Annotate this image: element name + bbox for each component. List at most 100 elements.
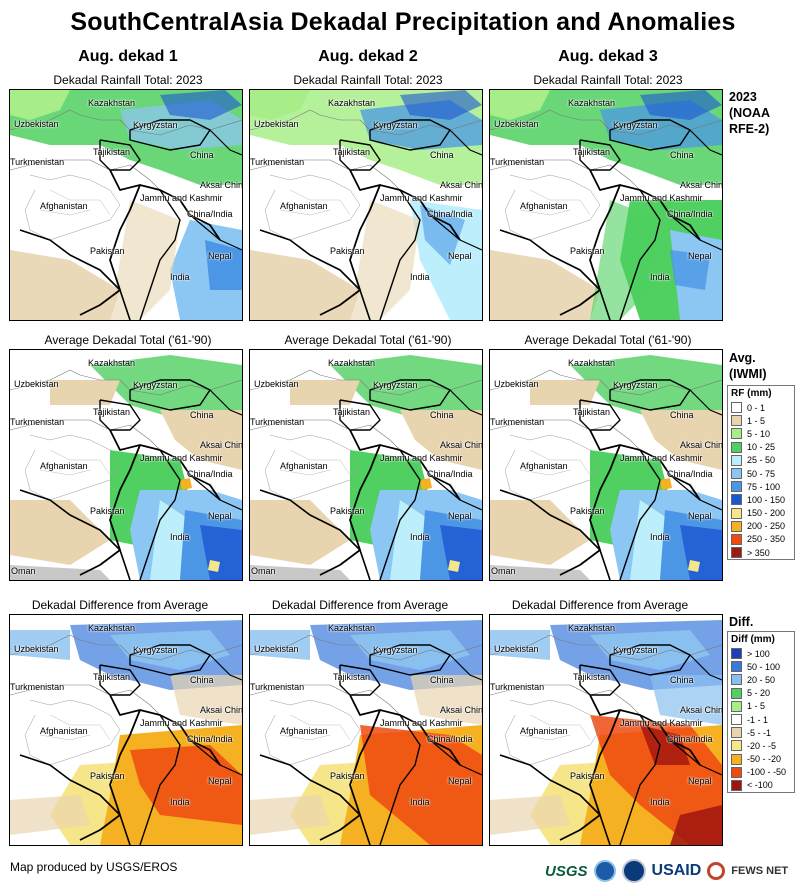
map-label-pakistan: Pakistan — [570, 771, 605, 781]
legend-swatch — [731, 727, 742, 739]
map-shading — [250, 620, 482, 845]
subtitle-average-1: Average Dekadal Total ('61-'90) — [44, 333, 212, 347]
map-label-india: India — [170, 532, 190, 542]
legend-item: -20 - -5 — [728, 739, 794, 752]
map-label-nepal: Nepal — [688, 251, 712, 261]
map-label-uzbekistan: Uzbekistan — [494, 644, 539, 654]
map-label-kyrgyzstan: Kyrgyzstan — [373, 120, 418, 130]
map-shading — [250, 90, 482, 320]
map-label-india: India — [410, 797, 430, 807]
map-label-tajikistan: Tajikistan — [573, 407, 611, 417]
map-label-jammu-and-kashmir: Jammu and Kashmir — [140, 453, 223, 463]
map-label-aksai-chin: Aksai Chin — [440, 440, 483, 450]
map-label-tajikistan: Tajikistan — [93, 147, 131, 157]
legend-swatch — [731, 648, 742, 660]
map-label-turkmenistan: Turkmenistan — [490, 157, 545, 167]
average-map-dekad-2: Kazakhstan Uzbekistan Kyrgyzstan Tajikistan… — [249, 349, 483, 581]
map-label-jammu-and-kashmir: Jammu and Kashmir — [380, 718, 463, 728]
subtitle-average-2: Average Dekadal Total ('61-'90) — [284, 333, 452, 347]
map-label-turkmenistan: Turkmenistan — [490, 682, 545, 692]
legend-swatch — [731, 454, 742, 466]
map-label-china-india: China/India — [427, 209, 473, 219]
legend-label: 1 - 5 — [747, 701, 766, 712]
map-label-china-india: China/India — [427, 734, 473, 744]
legend-label: 250 - 350 — [747, 534, 786, 545]
legend-item: 0 - 1 — [728, 401, 794, 414]
map-label-nepal: Nepal — [208, 776, 232, 786]
map-label-afghanistan: Afghanistan — [280, 726, 328, 736]
map-label-nepal: Nepal — [448, 251, 472, 261]
subtitle-rainfall-3: Dekadal Rainfall Total: 2023 — [533, 73, 683, 87]
map-label-aksai-chin: Aksai Chin — [680, 705, 723, 715]
map-label-nepal: Nepal — [208, 511, 232, 521]
map-label-aksai-chin: Aksai Chin — [440, 705, 483, 715]
map-label-turkmenistan: Turkmenistan — [10, 157, 65, 167]
legend-item: 50 - 75 — [728, 467, 794, 480]
map-label-nepal: Nepal — [448, 511, 472, 521]
map-label-jammu-and-kashmir: Jammu and Kashmir — [140, 193, 223, 203]
fews-net-logo: FEWS NET — [731, 865, 789, 877]
map-label-pakistan: Pakistan — [90, 506, 125, 516]
map-label-china: China — [430, 675, 454, 685]
legend-label: 5 - 20 — [747, 688, 771, 699]
legend-label: 200 - 250 — [747, 521, 786, 532]
map-label-china: China — [670, 150, 694, 160]
map-label-india: India — [170, 272, 190, 282]
legend-item: -1 - 1 — [728, 713, 794, 726]
map-label-afghanistan: Afghanistan — [40, 201, 88, 211]
legend-item: 250 - 350 — [728, 533, 794, 546]
side-title-rainfall: 2023 (NOAA RFE-2) — [729, 90, 770, 136]
map-shading — [250, 355, 482, 580]
map-shading — [490, 620, 722, 845]
legend-swatch — [731, 520, 742, 532]
map-label-pakistan: Pakistan — [90, 771, 125, 781]
legend-item: 25 - 50 — [728, 454, 794, 467]
map-label-jammu-and-kashmir: Jammu and Kashmir — [380, 453, 463, 463]
usaid-logo: USAID — [651, 862, 702, 879]
side-title-average: Avg. (IWMI) — [729, 351, 767, 381]
legend-item: 20 - 50 — [728, 673, 794, 686]
average-map-dekad-3: Kazakhstan Uzbekistan Kyrgyzstan Tajikistan… — [489, 349, 723, 581]
map-shading — [10, 90, 242, 320]
legend-label: 50 - 75 — [747, 468, 776, 479]
map-label-afghanistan: Afghanistan — [520, 726, 568, 736]
map-label-kazakhstan: Kazakhstan — [568, 358, 616, 368]
map-label-tajikistan: Tajikistan — [573, 147, 611, 157]
subtitle-difference-1: Dekadal Difference from Average — [31, 598, 209, 612]
map-label-tajikistan: Tajikistan — [573, 672, 611, 682]
map-label-oman: Oman — [11, 566, 36, 576]
legend-item: 10 - 25 — [728, 441, 794, 454]
legend-item: 1 - 5 — [728, 414, 794, 427]
column-heading-dekad-1: Aug. dekad 1 — [78, 48, 178, 65]
subtitle-rainfall-2: Dekadal Rainfall Total: 2023 — [293, 73, 443, 87]
legend-label: 1 - 5 — [747, 415, 766, 426]
usgs-logo: USGS — [545, 862, 588, 880]
rainfall-map-dekad-3: Kazakhstan Uzbekistan Kyrgyzstan Tajikistan… — [489, 89, 723, 321]
noaa-logo-icon — [593, 860, 616, 882]
map-label-tajikistan: Tajikistan — [333, 407, 371, 417]
map-label-kazakhstan: Kazakhstan — [568, 623, 616, 633]
legend-label: > 350 — [747, 547, 770, 558]
map-label-china-india: China/India — [427, 469, 473, 479]
map-label-india: India — [650, 532, 670, 542]
legend-label: 10 - 25 — [747, 442, 776, 453]
legend-label: 20 - 50 — [747, 674, 776, 685]
map-label-china-india: China/India — [667, 734, 713, 744]
legend-label: 150 - 200 — [747, 508, 786, 519]
legend-item: -5 - -1 — [728, 726, 794, 739]
legend-swatch — [731, 687, 742, 699]
map-label-kyrgyzstan: Kyrgyzstan — [133, 645, 178, 655]
legend-item: 1 - 5 — [728, 700, 794, 713]
map-label-afghanistan: Afghanistan — [280, 201, 328, 211]
legend-item: > 350 — [728, 546, 794, 559]
legend-swatch — [731, 779, 742, 791]
map-label-pakistan: Pakistan — [570, 506, 605, 516]
map-label-india: India — [650, 272, 670, 282]
legend-item: -50 - -20 — [728, 753, 794, 766]
map-label-pakistan: Pakistan — [330, 771, 365, 781]
legend-label: -1 - 1 — [747, 714, 769, 725]
subtitle-difference-3: Dekadal Difference from Average — [511, 598, 689, 612]
map-label-kazakhstan: Kazakhstan — [328, 623, 376, 633]
legend-swatch — [731, 507, 742, 519]
side-title-difference: Diff. — [729, 615, 754, 629]
